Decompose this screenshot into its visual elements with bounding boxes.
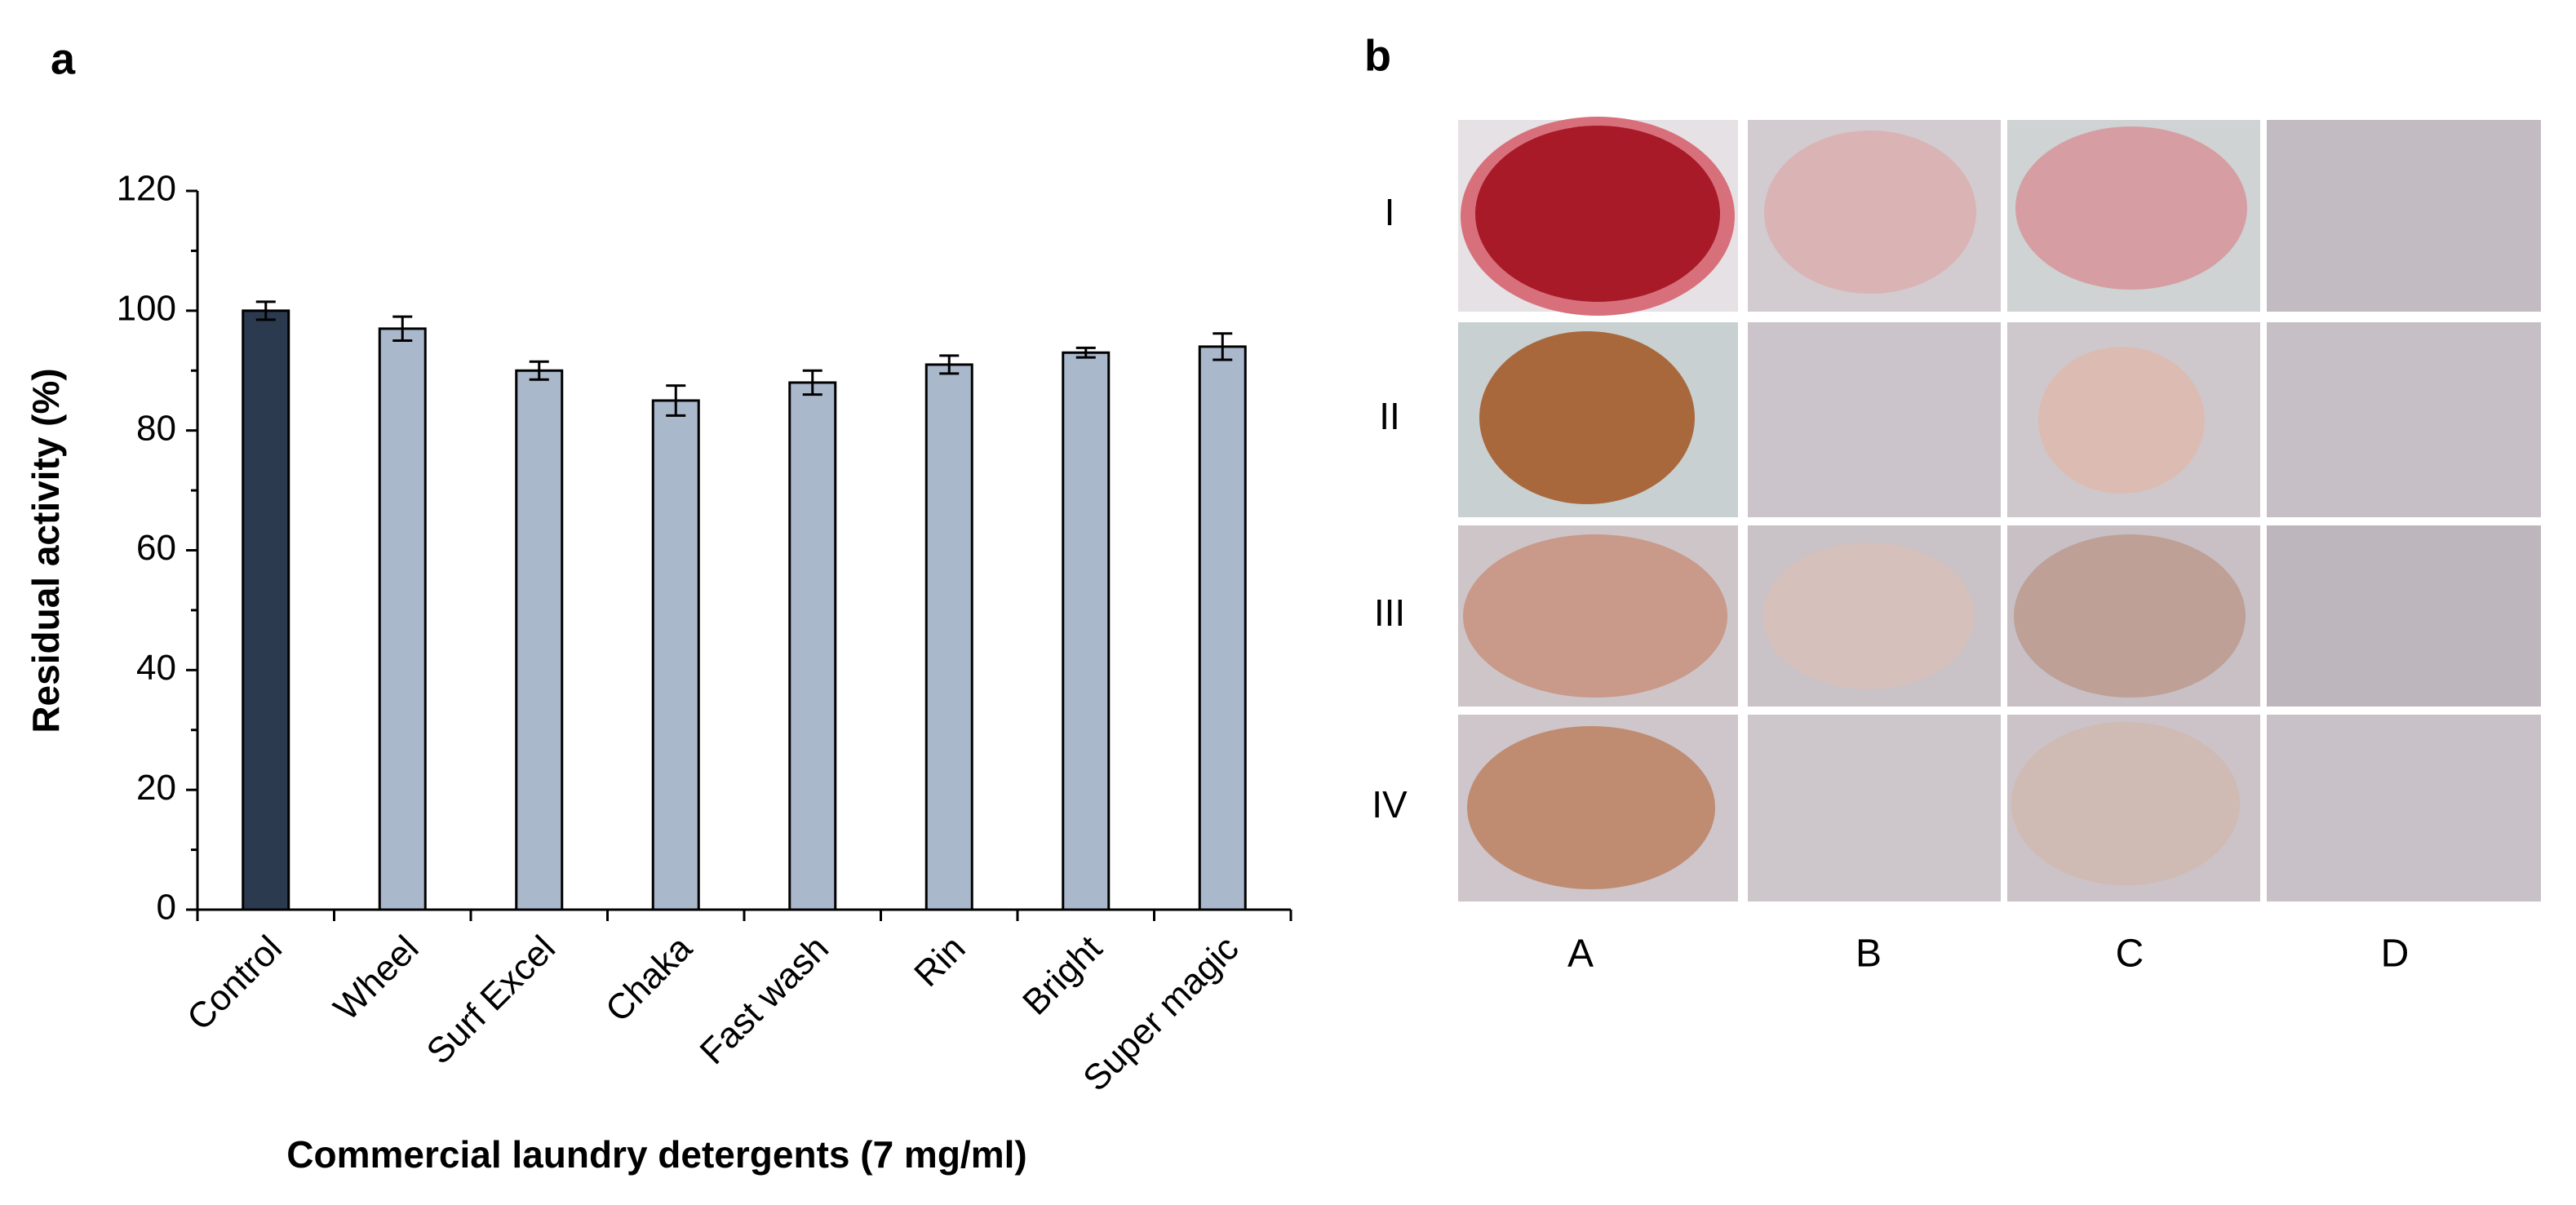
bar [242, 309, 290, 911]
column-label: B [1856, 933, 1882, 976]
bar [924, 363, 973, 911]
x-axis-title: Commercial laundry detergents (7 mg/ml) [286, 1133, 1026, 1176]
stain [1463, 534, 1727, 698]
x-tick-label: Chaka [598, 928, 700, 1030]
y-tick-label: 80 [136, 408, 176, 448]
photo [1748, 715, 2001, 902]
x-tick-label: Rin [907, 928, 973, 995]
x-tick-label: Bright [1015, 928, 1110, 1023]
photo [2267, 322, 2541, 517]
y-tick-label: 100 [117, 288, 176, 328]
error-bar [392, 315, 413, 343]
stain [2038, 347, 2205, 494]
x-tick-label: Control [180, 928, 290, 1039]
stain [1764, 131, 1976, 294]
column-label: D [2381, 933, 2410, 976]
error-bar [529, 360, 549, 381]
y-tick-label: 120 [117, 169, 176, 209]
bar [1062, 351, 1111, 911]
row-label: III [1374, 591, 1405, 634]
photo-grid [1458, 117, 2541, 902]
stain [2011, 722, 2240, 885]
stain [1475, 126, 1720, 302]
panel-label: a [51, 34, 76, 83]
y-tick-label: 40 [136, 648, 176, 688]
photo [2267, 715, 2541, 902]
error-bar [255, 300, 276, 321]
x-tick-label: Surf Excel [419, 928, 563, 1072]
row-label: I [1385, 191, 1395, 233]
error-bar [1213, 332, 1233, 361]
stain [1762, 543, 1975, 689]
error-bar [802, 369, 822, 396]
error-bar [666, 384, 686, 417]
stain [2015, 126, 2247, 290]
stain [1479, 331, 1695, 504]
x-tick-label: Fast wash [693, 928, 836, 1072]
bar [378, 327, 427, 911]
error-bar [939, 354, 960, 375]
bar [1198, 345, 1247, 911]
row-label: II [1379, 395, 1400, 437]
x-tick-label: Wheel [326, 928, 427, 1029]
stain [1467, 726, 1715, 889]
bar [651, 399, 700, 911]
row-label: IV [1372, 783, 1408, 826]
photo [2267, 525, 2541, 707]
error-bar [1075, 346, 1096, 359]
photo [1748, 322, 2001, 517]
y-axis-title: Residual activity (%) [24, 368, 67, 733]
bar [515, 369, 564, 911]
stain [2014, 534, 2246, 698]
panel-label: b [1364, 31, 1391, 80]
y-tick-label: 0 [157, 888, 176, 928]
photo [2267, 120, 2541, 312]
column-label: A [1567, 933, 1594, 976]
column-label: C [2116, 933, 2144, 976]
y-tick-label: 20 [136, 768, 176, 808]
bar [788, 381, 837, 911]
y-tick-label: 60 [136, 528, 176, 568]
